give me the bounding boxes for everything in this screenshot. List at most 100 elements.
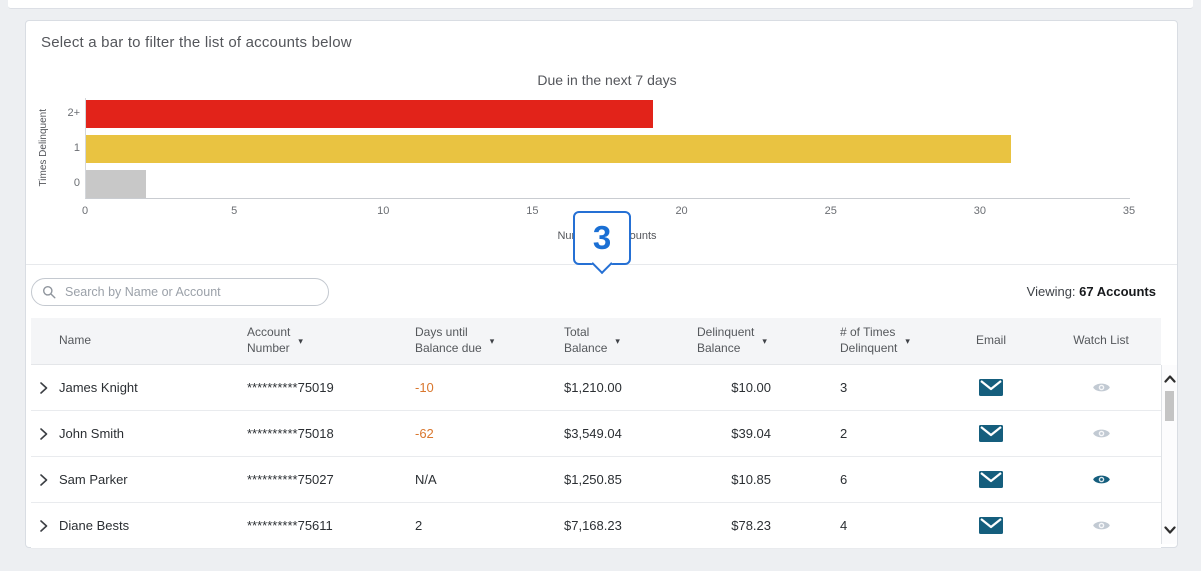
search-input[interactable] — [63, 284, 318, 300]
row-email-cell — [941, 457, 1041, 502]
x-tick-label: 30 — [973, 205, 986, 217]
chart-bar-1[interactable] — [86, 135, 1011, 163]
row-days-until-due: -10 — [401, 365, 549, 410]
table-row: James Knight **********75019 -10 $1,210.00 $… — [31, 365, 1161, 411]
chevron-up-icon — [1163, 375, 1176, 383]
column-header-watch: Watch List — [1041, 318, 1161, 364]
column-header-label: Watch List — [1073, 333, 1129, 348]
row-account-number: **********75027 — [239, 457, 401, 502]
row-times-delinquent-value: 4 — [840, 518, 848, 533]
row-name-value: Diane Bests — [59, 518, 130, 533]
row-days-until-due-value: N/A — [415, 472, 437, 487]
row-delinquent-balance: $10.85 — [681, 457, 791, 502]
row-email-cell — [941, 365, 1041, 410]
row-total-balance: $3,549.04 — [549, 411, 681, 456]
email-envelope-icon[interactable] — [979, 471, 1003, 488]
x-tick-label: 15 — [526, 205, 539, 217]
row-days-until-due: -62 — [401, 411, 549, 456]
watchlist-eye-icon[interactable] — [1092, 381, 1111, 394]
column-header-days[interactable]: Days until Balance due ▾ — [401, 318, 549, 364]
chart-bar-2-plus[interactable] — [86, 100, 653, 128]
row-total-balance-value: $1,210.00 — [564, 380, 622, 395]
row-account-number: **********75019 — [239, 365, 401, 410]
chevron-right-icon — [40, 427, 48, 440]
row-expand-button[interactable] — [31, 519, 57, 532]
scroll-up-button[interactable] — [1163, 370, 1176, 388]
email-envelope-icon[interactable] — [979, 517, 1003, 534]
row-delinquent-balance: $78.23 — [681, 503, 791, 548]
row-name-value: James Knight — [59, 380, 138, 395]
watchlist-eye-icon[interactable] — [1092, 473, 1111, 486]
column-header-times[interactable]: # of Times Delinquent ▾ — [791, 318, 941, 364]
row-expand-button[interactable] — [31, 381, 57, 394]
x-axis-ticks: 0 5 10 15 20 25 30 35 — [81, 205, 1135, 219]
row-days-until-due-value: -62 — [415, 426, 434, 441]
column-header-name: Name — [57, 318, 239, 364]
y-tick-label: 1 — [73, 142, 80, 154]
row-total-balance-value: $3,549.04 — [564, 426, 622, 441]
chart-bar-0[interactable] — [86, 170, 146, 198]
column-header-label: Delinquent Balance — [697, 325, 755, 355]
x-tick-label: 5 — [231, 205, 238, 217]
y-axis-title: Times Delinquent — [38, 109, 49, 187]
search-box[interactable] — [31, 278, 329, 306]
row-expand-button[interactable] — [31, 473, 57, 486]
column-header-label: # of Times Delinquent — [840, 325, 898, 355]
column-header-delinquent[interactable]: Delinquent Balance ▾ — [681, 318, 791, 364]
table-scrollbar[interactable] — [1161, 365, 1177, 544]
x-tick-label: 20 — [675, 205, 688, 217]
row-times-delinquent: 6 — [791, 457, 941, 502]
column-header-account[interactable]: Account Number ▾ — [239, 318, 401, 364]
sort-caret-icon: ▾ — [615, 336, 620, 346]
row-times-delinquent: 3 — [791, 365, 941, 410]
email-envelope-icon[interactable] — [979, 379, 1003, 396]
row-days-until-due-value: -10 — [415, 380, 434, 395]
sort-caret-icon: ▾ — [489, 336, 495, 346]
x-tick-label: 10 — [377, 205, 390, 217]
chevron-down-icon — [1163, 526, 1176, 534]
x-tick-label: 35 — [1122, 205, 1136, 217]
chevron-right-icon — [40, 473, 48, 486]
row-account-number: **********75611 — [239, 503, 401, 548]
watchlist-eye-icon[interactable] — [1092, 427, 1111, 440]
row-email-cell — [941, 503, 1041, 548]
column-header-label: Total Balance — [564, 325, 608, 355]
row-times-delinquent-value: 6 — [840, 472, 848, 487]
row-delinquent-balance-value: $10.00 — [731, 380, 771, 395]
row-name: John Smith — [57, 411, 239, 456]
column-header-email: Email — [941, 318, 1041, 364]
row-delinquent-balance-value: $10.85 — [731, 472, 771, 487]
column-header-label: Name — [59, 333, 92, 348]
x-tick-label: 25 — [824, 205, 837, 217]
row-watchlist-cell — [1041, 457, 1161, 502]
sort-caret-icon: ▾ — [298, 336, 303, 346]
search-icon — [43, 286, 56, 299]
top-panel-edge — [8, 0, 1193, 9]
column-header-label: Account Number — [247, 325, 291, 355]
sort-caret-icon: ▾ — [905, 336, 910, 346]
column-header-total[interactable]: Total Balance ▾ — [549, 318, 681, 364]
scrollbar-thumb[interactable] — [1165, 391, 1174, 421]
email-envelope-icon[interactable] — [979, 425, 1003, 442]
row-name: Sam Parker — [57, 457, 239, 502]
column-header-label: Days until Balance due — [415, 325, 482, 355]
scroll-down-button[interactable] — [1163, 521, 1176, 539]
table-row: Diane Bests **********75611 2 $7,168.23 $78.… — [31, 503, 1161, 549]
row-total-balance: $1,250.85 — [549, 457, 681, 502]
viewing-count-value: 67 Accounts — [1079, 284, 1156, 299]
row-delinquent-balance: $39.04 — [681, 411, 791, 456]
row-total-balance: $7,168.23 — [549, 503, 681, 548]
y-tick-label: 0 — [73, 177, 80, 189]
table-header-row: Name Account Number ▾ Days until Balance du… — [31, 318, 1161, 365]
row-total-balance-value: $1,250.85 — [564, 472, 622, 487]
row-times-delinquent: 4 — [791, 503, 941, 548]
row-expand-button[interactable] — [31, 427, 57, 440]
x-tick-label: 0 — [81, 205, 89, 217]
filter-instruction-text: Select a bar to filter the list of accou… — [41, 34, 352, 51]
annotation-callout-badge: 3 — [573, 211, 631, 265]
watchlist-eye-icon[interactable] — [1092, 519, 1111, 532]
row-name: Diane Bests — [57, 503, 239, 548]
row-delinquent-balance-value: $78.23 — [731, 518, 771, 533]
viewing-count: Viewing: 67 Accounts — [1026, 284, 1156, 299]
